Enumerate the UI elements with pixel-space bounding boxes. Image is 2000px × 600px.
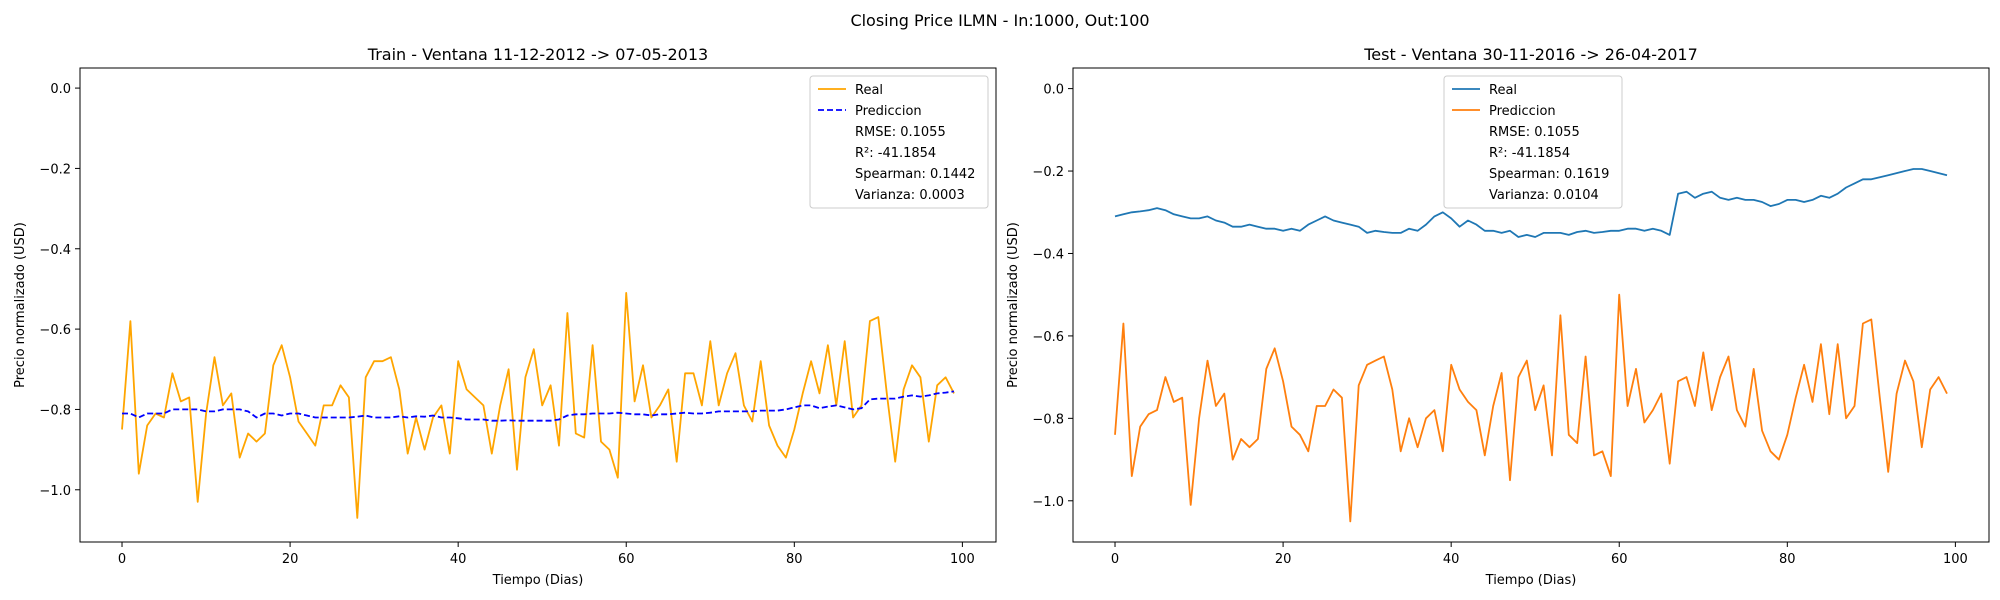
train-legend: Real Prediccion RMSE: 0.1055 R²: -41.1854 Sp… bbox=[809, 75, 989, 209]
train-y-tick-label: −0.2 bbox=[39, 162, 71, 177]
test-legend-entry: R²: -41.1854 bbox=[1489, 146, 1570, 161]
train-x-tick-label: 0 bbox=[118, 552, 126, 567]
test-x-tick-label: 40 bbox=[1443, 552, 1460, 567]
test-legend-entry: Spearman: 0.1619 bbox=[1489, 167, 1609, 182]
train-legend-entry: Real bbox=[855, 83, 883, 98]
test-x-tick-label: 100 bbox=[1943, 552, 1968, 567]
train-legend-entry: R²: -41.1854 bbox=[855, 146, 936, 161]
test-series-prediccion-line bbox=[1114, 293, 1948, 523]
test-y-tick-label: −1.0 bbox=[1032, 495, 1064, 510]
train-chart-title: Train - Ventana 11-12-2012 -> 07-05-2013 bbox=[367, 45, 708, 64]
train-x-tick-label: 100 bbox=[950, 552, 975, 567]
test-y-tick-label: −0.6 bbox=[1032, 330, 1064, 345]
test-series-real-line bbox=[1114, 168, 1948, 238]
train-legend-entry: Spearman: 0.1442 bbox=[855, 167, 975, 182]
train-axes-frame bbox=[79, 67, 997, 543]
test-axes-frame bbox=[1072, 67, 1990, 543]
train-x-tick-label: 60 bbox=[618, 552, 635, 567]
test-y-tick-label: 0.0 bbox=[1043, 83, 1064, 98]
test-x-tick-label: 80 bbox=[1779, 552, 1796, 567]
test-y-axis-label: Precio normalizado (USD) bbox=[1006, 222, 1021, 388]
train-legend-entry: Prediccion bbox=[855, 104, 922, 119]
test-chart-panel: Test - Ventana 30-11-2016 -> 26-04-2017 0… bbox=[1006, 45, 1990, 588]
train-x-axis-label: Tiempo (Dias) bbox=[492, 573, 584, 588]
test-x-axis-label: Tiempo (Dias) bbox=[1485, 573, 1577, 588]
train-series-real-line bbox=[121, 291, 955, 519]
train-legend-entry: RMSE: 0.1055 bbox=[855, 125, 946, 140]
train-x-tick-label: 20 bbox=[282, 552, 299, 567]
train-y-tick-label: −0.4 bbox=[39, 243, 71, 258]
test-legend-box bbox=[1443, 75, 1623, 209]
train-x-tick-label: 40 bbox=[450, 552, 467, 567]
train-legend-box bbox=[809, 75, 989, 209]
train-series-prediccion-line bbox=[122, 390, 955, 422]
test-legend-entry: Varianza: 0.0104 bbox=[1489, 188, 1599, 203]
test-x-tick-label: 60 bbox=[1611, 552, 1628, 567]
test-x-tick-label: 20 bbox=[1275, 552, 1292, 567]
train-y-axis-label: Precio normalizado (USD) bbox=[13, 222, 28, 388]
train-y-tick-label: −1.0 bbox=[39, 484, 71, 499]
train-y-tick-label: −0.6 bbox=[39, 323, 71, 338]
test-y-tick-label: −0.2 bbox=[1032, 165, 1064, 180]
train-y-tick-label: 0.0 bbox=[50, 82, 71, 97]
test-legend-entry: RMSE: 0.1055 bbox=[1489, 125, 1580, 140]
test-y-tick-label: −0.8 bbox=[1032, 412, 1064, 427]
test-y-tick-label: −0.4 bbox=[1032, 247, 1064, 262]
train-x-tick-label: 80 bbox=[786, 552, 803, 567]
test-x-tick-label: 0 bbox=[1111, 552, 1119, 567]
test-chart-title: Test - Ventana 30-11-2016 -> 26-04-2017 bbox=[1363, 45, 1698, 64]
figure-title: Closing Price ILMN - In:1000, Out:100 bbox=[850, 11, 1149, 30]
train-chart-panel: Train - Ventana 11-12-2012 -> 07-05-2013… bbox=[13, 45, 997, 588]
test-legend-entry: Real bbox=[1489, 83, 1517, 98]
train-legend-entry: Varianza: 0.0003 bbox=[855, 188, 965, 203]
test-legend: Real Prediccion RMSE: 0.1055 R²: -41.1854 Sp… bbox=[1443, 75, 1623, 209]
train-y-tick-label: −0.8 bbox=[39, 403, 71, 418]
test-legend-entry: Prediccion bbox=[1489, 104, 1556, 119]
